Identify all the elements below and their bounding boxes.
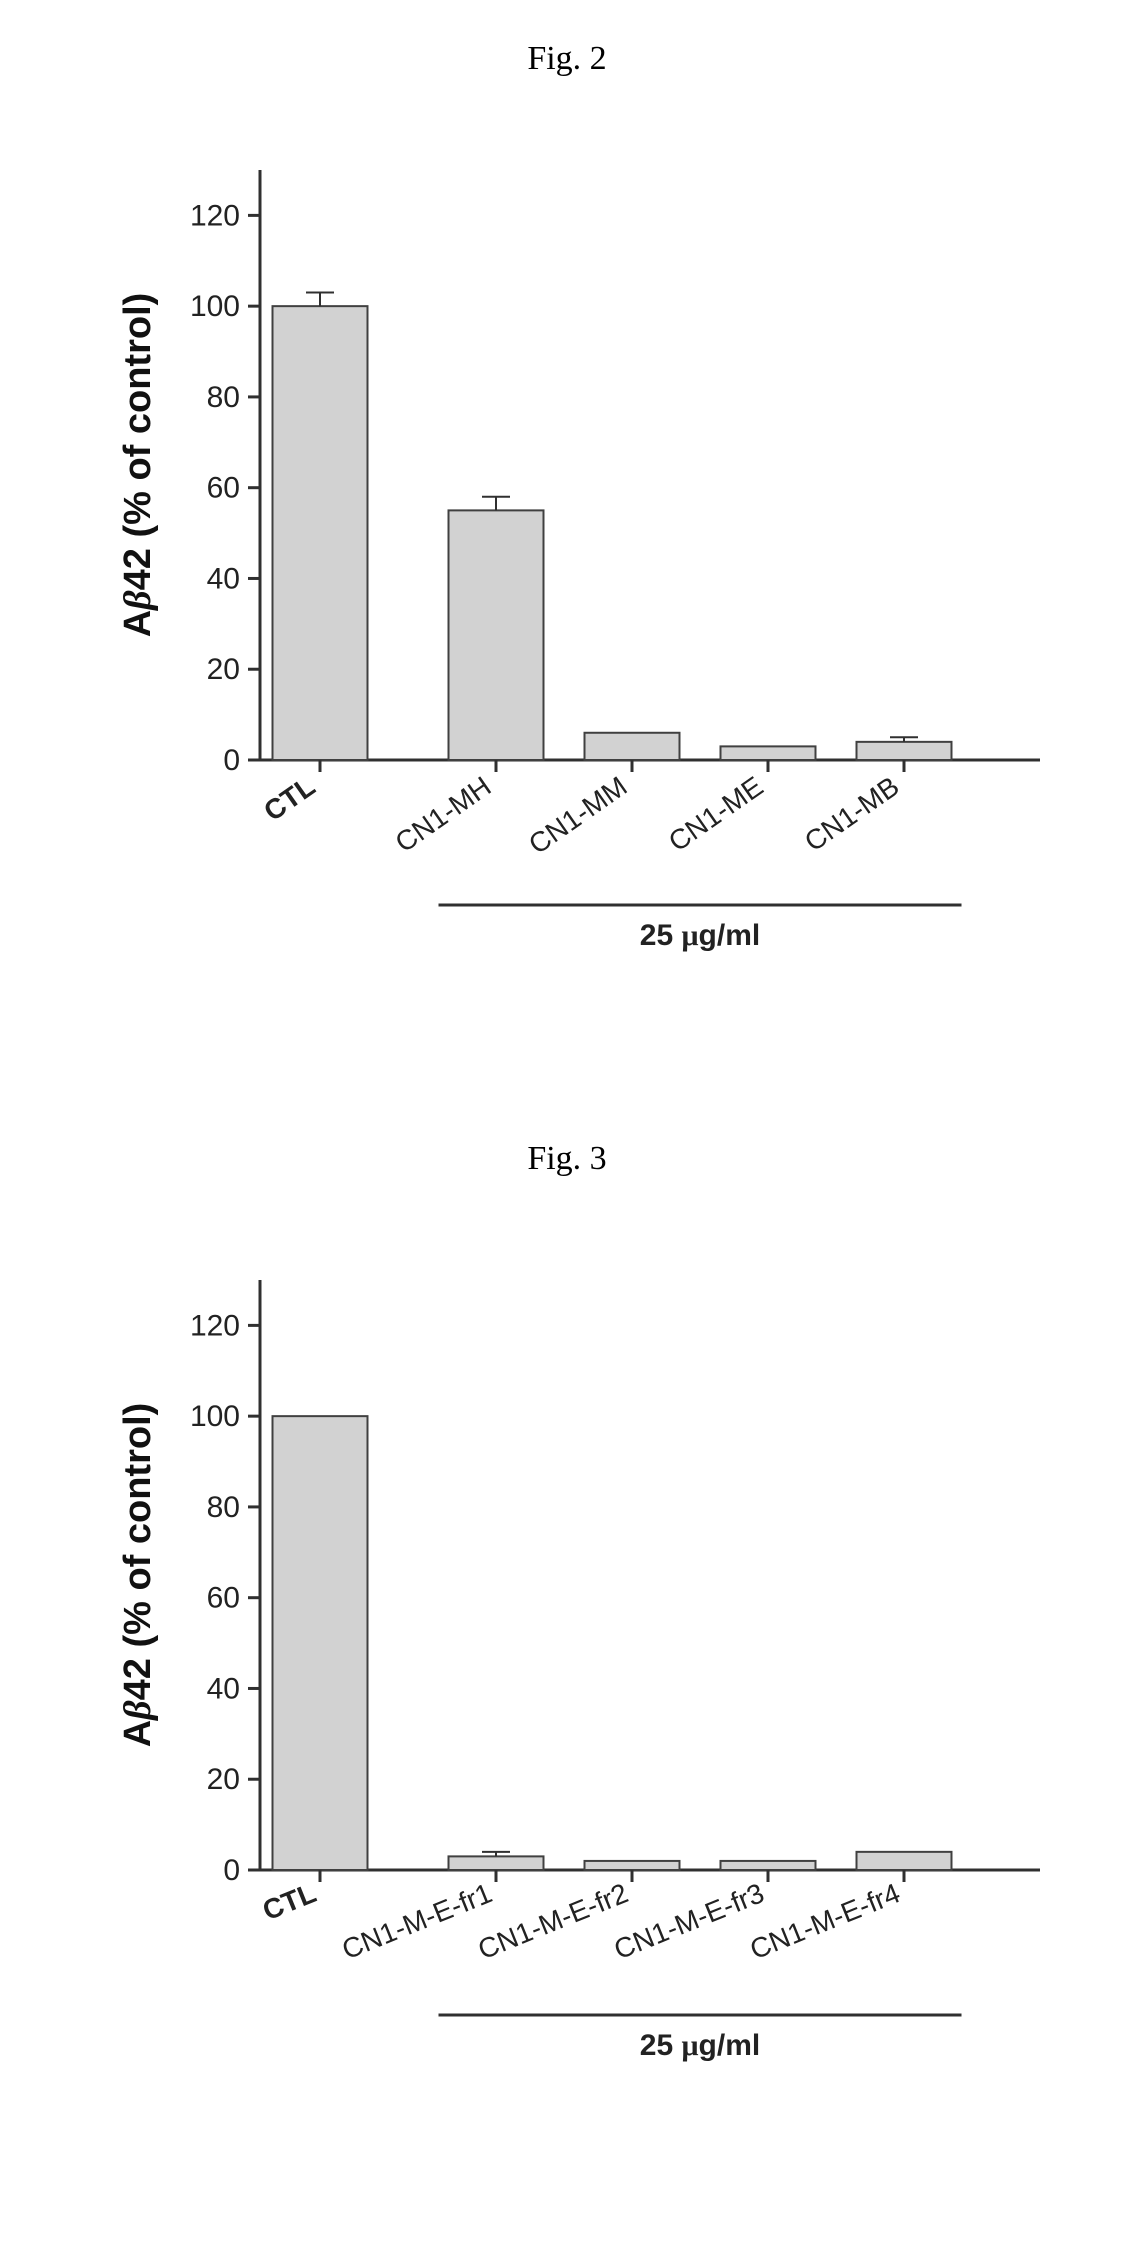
bar bbox=[721, 1861, 816, 1870]
xtick-label: CN1-M-E-fr2 bbox=[474, 1877, 633, 1965]
xtick-label: CN1-M-E-fr4 bbox=[746, 1877, 905, 1965]
xtick-label: CTL bbox=[258, 770, 320, 827]
bar bbox=[585, 733, 680, 760]
ytick-label: 120 bbox=[190, 1309, 240, 1342]
ytick-label: 80 bbox=[207, 381, 240, 414]
xtick-label: CN1-MB bbox=[799, 770, 905, 857]
fig3-chart: 0 20 40 60 80 100 120 Aβ42 (% of control) CTL CN1… bbox=[110, 1260, 1070, 2100]
ytick-label: 120 bbox=[190, 199, 240, 232]
ytick-label: 0 bbox=[223, 744, 240, 777]
xtick-label: CN1-M-E-fr3 bbox=[610, 1877, 769, 1965]
fig2-title: Fig. 2 bbox=[0, 40, 1134, 78]
xtick-label: CN1-ME bbox=[663, 770, 769, 857]
group-label: 25 μg/ml bbox=[640, 2029, 760, 2062]
ytick-label: 60 bbox=[207, 1582, 240, 1615]
xtick-label: CN1-M-E-fr1 bbox=[338, 1877, 497, 1965]
xtick-label: CN1-MH bbox=[390, 770, 497, 858]
fig2-chart: 0 20 40 60 80 100 120 Aβ42 (% of control) CTL CN1… bbox=[110, 150, 1070, 990]
fig3-title: Fig. 3 bbox=[0, 1140, 1134, 1178]
xtick-label: CTL bbox=[258, 1877, 320, 1926]
ytick-label: 100 bbox=[190, 1400, 240, 1433]
bar bbox=[857, 1852, 952, 1870]
ytick-label: 0 bbox=[223, 1854, 240, 1887]
yaxis-label: Aβ42 (% of control) bbox=[117, 1403, 159, 1748]
ytick-label: 80 bbox=[207, 1491, 240, 1524]
bar bbox=[585, 1861, 680, 1870]
bar bbox=[273, 1416, 368, 1870]
yaxis-label: Aβ42 (% of control) bbox=[117, 293, 159, 638]
xtick-label: CN1-MM bbox=[523, 770, 633, 860]
group-label: 25 μg/ml bbox=[640, 919, 760, 952]
bar bbox=[449, 510, 544, 760]
ytick-label: 40 bbox=[207, 562, 240, 595]
bar bbox=[273, 306, 368, 760]
ytick-label: 20 bbox=[207, 1763, 240, 1796]
ytick-label: 20 bbox=[207, 653, 240, 686]
ytick-label: 100 bbox=[190, 290, 240, 323]
ytick-label: 40 bbox=[207, 1672, 240, 1705]
bar bbox=[857, 742, 952, 760]
ytick-label: 60 bbox=[207, 472, 240, 505]
bar bbox=[721, 746, 816, 760]
bar bbox=[449, 1856, 544, 1870]
